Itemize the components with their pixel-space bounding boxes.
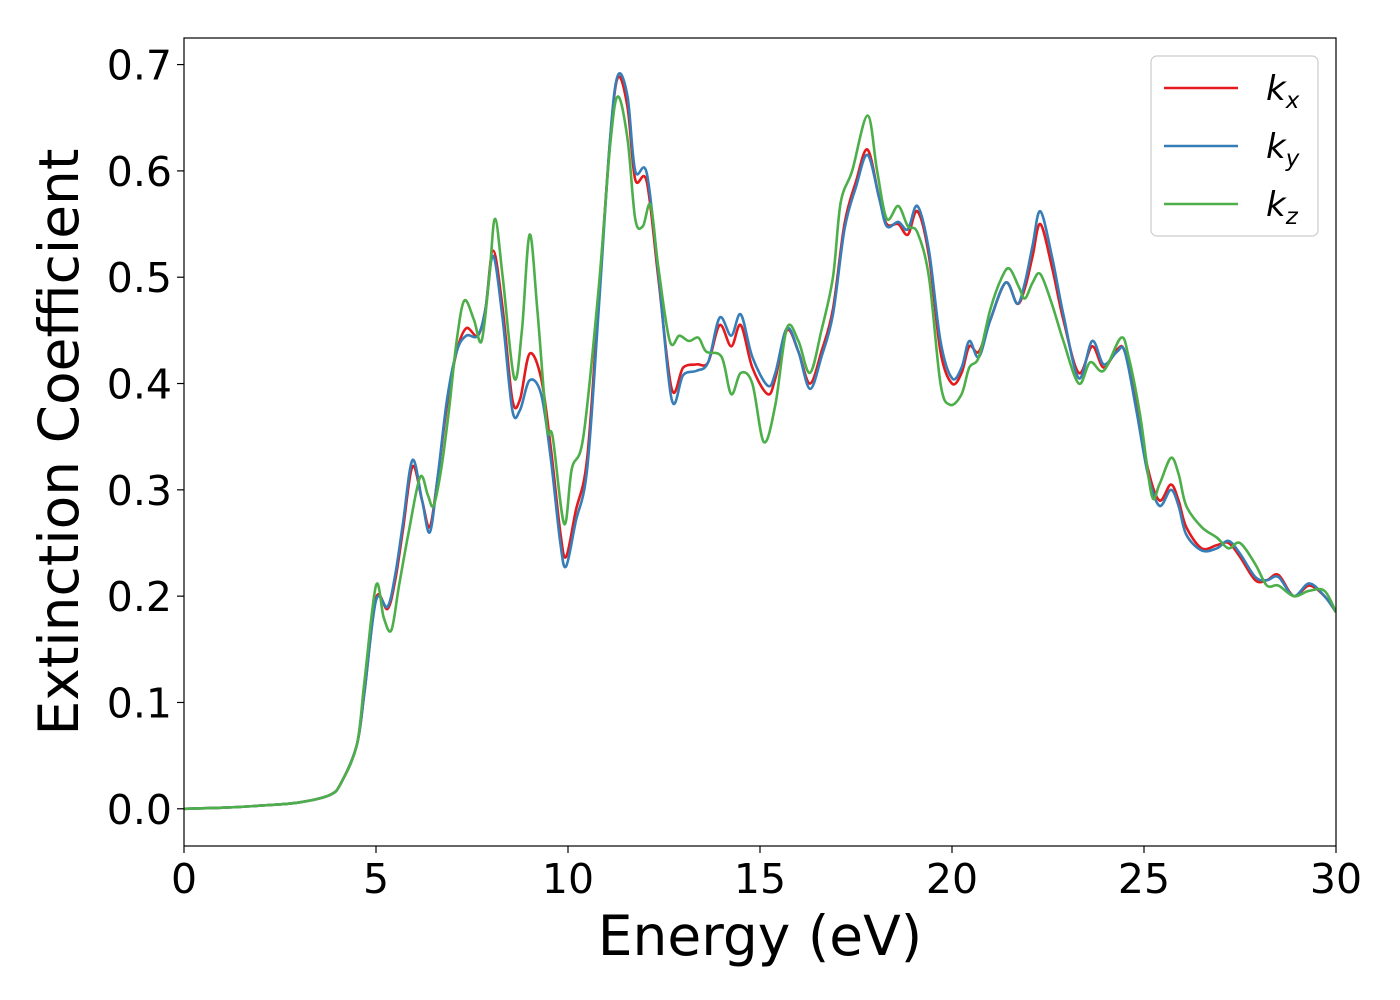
y-tick-label: 0.1	[107, 679, 172, 727]
x-tick-label: 25	[1118, 855, 1170, 903]
legend-label-ky: ky	[1266, 127, 1300, 172]
legend-label-kx: kx	[1266, 69, 1300, 114]
y-tick-label: 0.7	[107, 42, 172, 90]
x-tick-label: 30	[1310, 855, 1362, 903]
x-tick-label: 5	[363, 855, 389, 903]
legend: kx ky kz	[1150, 55, 1319, 237]
y-tick-label: 0.4	[107, 361, 172, 409]
y-tick-label: 0.0	[107, 786, 172, 834]
axis-ticks: 0 5 10 15 20 25 30 0.0 0.1 0.2 0.3 0.4 0.5 0.6 0.7	[107, 42, 1362, 903]
y-tick-label: 0.5	[107, 254, 172, 302]
x-tick-label: 10	[542, 855, 594, 903]
y-tick-label: 0.6	[107, 148, 172, 196]
series-line-kz	[184, 95, 1336, 811]
x-tick-label: 20	[926, 855, 978, 903]
legend-label-kz: kz	[1266, 185, 1299, 230]
y-axis-title: Extinction Coefficient	[27, 149, 91, 736]
y-tick-label: 0.3	[107, 467, 172, 515]
series-line-ky	[184, 72, 1336, 811]
x-axis-title: Energy (eV)	[598, 904, 922, 968]
x-tick-label: 15	[734, 855, 786, 903]
x-tick-label: 0	[171, 855, 197, 903]
series-lines	[184, 72, 1336, 811]
y-tick-label: 0.2	[107, 573, 172, 621]
